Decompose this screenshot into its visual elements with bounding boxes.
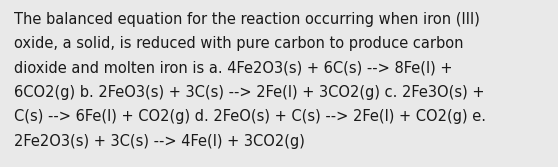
- Text: 2Fe2O3(s) + 3C(s) --> 4Fe(l) + 3CO2(g): 2Fe2O3(s) + 3C(s) --> 4Fe(l) + 3CO2(g): [14, 134, 305, 148]
- Text: oxide, a solid, is reduced with pure carbon to produce carbon: oxide, a solid, is reduced with pure car…: [14, 36, 464, 51]
- Text: The balanced equation for the reaction occurring when iron (III): The balanced equation for the reaction o…: [14, 12, 480, 27]
- Text: C(s) --> 6Fe(l) + CO2(g) d. 2FeO(s) + C(s) --> 2Fe(l) + CO2(g) e.: C(s) --> 6Fe(l) + CO2(g) d. 2FeO(s) + C(…: [14, 109, 486, 124]
- Text: dioxide and molten iron is a. 4Fe2O3(s) + 6C(s) --> 8Fe(l) +: dioxide and molten iron is a. 4Fe2O3(s) …: [14, 61, 453, 76]
- Text: 6CO2(g) b. 2FeO3(s) + 3C(s) --> 2Fe(l) + 3CO2(g) c. 2Fe3O(s) +: 6CO2(g) b. 2FeO3(s) + 3C(s) --> 2Fe(l) +…: [14, 85, 484, 100]
